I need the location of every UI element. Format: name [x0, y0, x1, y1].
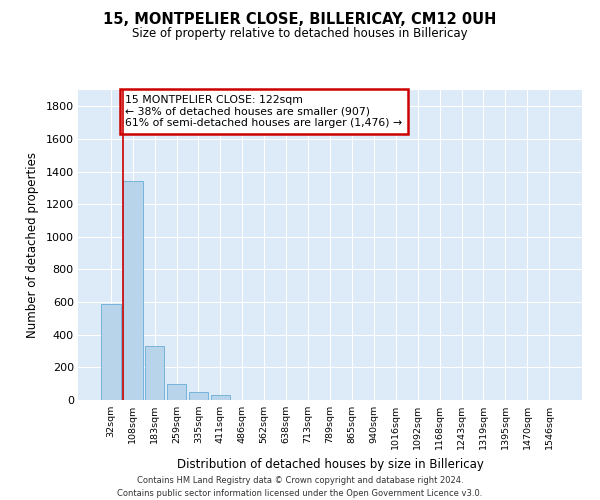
X-axis label: Distribution of detached houses by size in Billericay: Distribution of detached houses by size … — [176, 458, 484, 470]
Bar — [145, 346, 164, 400]
Y-axis label: Number of detached properties: Number of detached properties — [26, 152, 39, 338]
Text: Size of property relative to detached houses in Billericay: Size of property relative to detached ho… — [132, 28, 468, 40]
Bar — [211, 396, 230, 400]
Text: 15, MONTPELIER CLOSE, BILLERICAY, CM12 0UH: 15, MONTPELIER CLOSE, BILLERICAY, CM12 0… — [103, 12, 497, 28]
Bar — [188, 392, 208, 400]
Text: 15 MONTPELIER CLOSE: 122sqm
← 38% of detached houses are smaller (907)
61% of se: 15 MONTPELIER CLOSE: 122sqm ← 38% of det… — [125, 95, 402, 128]
Bar — [123, 182, 143, 400]
Bar — [101, 304, 121, 400]
Bar — [167, 384, 187, 400]
Text: Contains HM Land Registry data © Crown copyright and database right 2024.
Contai: Contains HM Land Registry data © Crown c… — [118, 476, 482, 498]
